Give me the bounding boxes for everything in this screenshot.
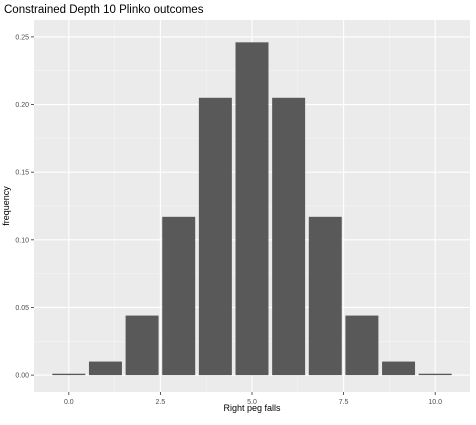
x-axis: 0.0 2.5 5.0 7.5 10.0 — [64, 392, 442, 406]
x-tick-label: 7.5 — [339, 399, 349, 406]
y-axis-label: frequency — [1, 186, 11, 226]
bar-6 — [272, 97, 306, 376]
bar-2 — [125, 315, 159, 376]
bar-9 — [382, 361, 416, 376]
y-tick-label: 0.00 — [15, 373, 29, 380]
bar-5 — [235, 42, 269, 376]
bar-4 — [198, 97, 232, 376]
bar-10 — [418, 373, 452, 376]
bar-7 — [308, 216, 342, 376]
x-tick-label: 2.5 — [156, 399, 166, 406]
x-tick-label: 5.0 — [247, 399, 257, 406]
x-axis-label: Right peg falls — [223, 403, 281, 413]
bar-8 — [345, 315, 379, 376]
y-tick-label: 0.25 — [15, 34, 29, 41]
x-tick-label: 10.0 — [428, 399, 442, 406]
bar-3 — [162, 216, 196, 376]
y-tick-label: 0.10 — [15, 237, 29, 244]
chart-title: Constrained Depth 10 Plinko outcomes — [4, 4, 204, 16]
y-tick-label: 0.15 — [15, 170, 29, 177]
y-axis: 0.00 0.05 0.10 0.15 0.20 0.25 — [15, 34, 34, 380]
bar-0 — [52, 373, 86, 376]
bars — [52, 42, 452, 376]
y-tick-label: 0.05 — [15, 305, 29, 312]
x-tick-label: 0.0 — [64, 399, 74, 406]
y-tick-label: 0.20 — [15, 102, 29, 109]
bar-1 — [88, 361, 122, 376]
